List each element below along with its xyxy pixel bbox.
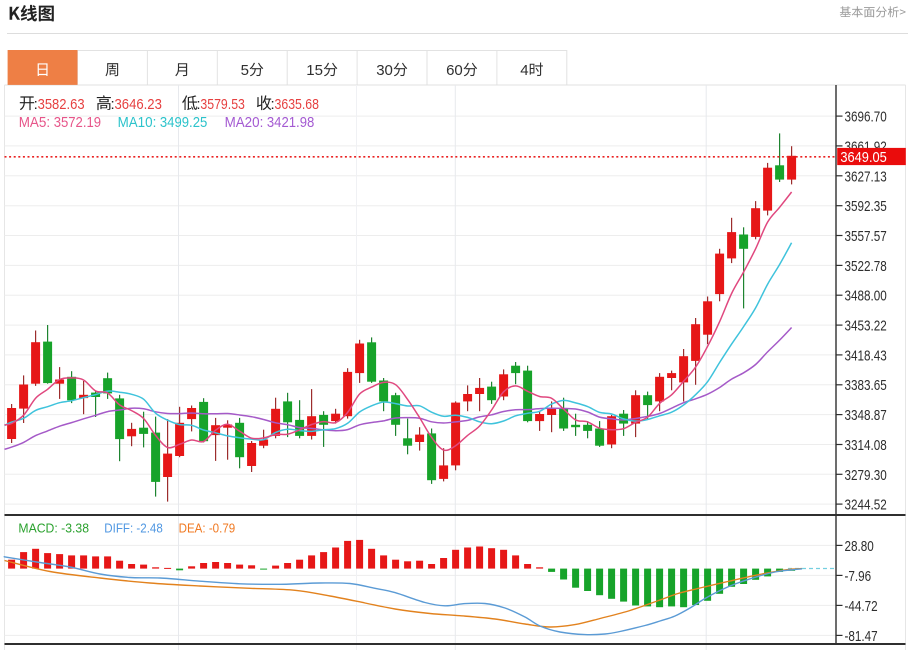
svg-text:3557.57: 3557.57 xyxy=(845,228,887,245)
svg-text:MACD: -3.38: MACD: -3.38 xyxy=(18,520,89,535)
svg-text:3649.05: 3649.05 xyxy=(840,149,886,166)
svg-text:3635.68: 3635.68 xyxy=(275,96,320,113)
svg-text:3627.13: 3627.13 xyxy=(845,168,887,185)
svg-text:3314.08: 3314.08 xyxy=(845,437,887,454)
svg-text:30: 30 xyxy=(376,62,393,79)
svg-text:MA20:: MA20: xyxy=(225,114,264,131)
svg-text:5: 5 xyxy=(241,62,249,79)
svg-text:3696.70: 3696.70 xyxy=(845,109,887,126)
svg-text:28.80: 28.80 xyxy=(845,538,874,555)
svg-text::: : xyxy=(196,96,200,113)
svg-text:MA10:: MA10: xyxy=(118,114,157,131)
svg-text:60: 60 xyxy=(446,62,463,79)
svg-text:3279.30: 3279.30 xyxy=(845,467,887,484)
svg-text:3592.35: 3592.35 xyxy=(845,198,887,215)
svg-text::: : xyxy=(271,96,275,113)
svg-text:DEA: -0.79: DEA: -0.79 xyxy=(179,520,236,535)
svg-text:3522.78: 3522.78 xyxy=(845,258,887,275)
svg-text:4: 4 xyxy=(520,62,528,79)
svg-text:DIFF: -2.48: DIFF: -2.48 xyxy=(104,520,163,535)
svg-text:3418.43: 3418.43 xyxy=(845,347,887,364)
svg-text:3646.23: 3646.23 xyxy=(115,96,162,113)
svg-text::: : xyxy=(34,96,38,113)
svg-text:3488.00: 3488.00 xyxy=(845,288,887,305)
svg-text:3244.52: 3244.52 xyxy=(845,497,887,514)
svg-text::: : xyxy=(111,96,115,113)
svg-text:3383.65: 3383.65 xyxy=(845,377,887,394)
svg-text:3453.22: 3453.22 xyxy=(845,318,887,335)
svg-text:3579.53: 3579.53 xyxy=(200,96,245,113)
svg-text:-44.72: -44.72 xyxy=(845,598,878,615)
svg-text:15: 15 xyxy=(306,62,323,79)
svg-text:3582.63: 3582.63 xyxy=(38,96,85,113)
svg-text:-7.96: -7.96 xyxy=(845,568,872,585)
svg-text:-81.47: -81.47 xyxy=(845,628,878,645)
svg-text:3499.25: 3499.25 xyxy=(160,114,207,131)
svg-text:MA5:: MA5: xyxy=(19,114,50,131)
svg-text:3348.87: 3348.87 xyxy=(845,407,887,424)
svg-text:3421.98: 3421.98 xyxy=(267,114,314,131)
svg-text:3572.19: 3572.19 xyxy=(54,114,101,131)
